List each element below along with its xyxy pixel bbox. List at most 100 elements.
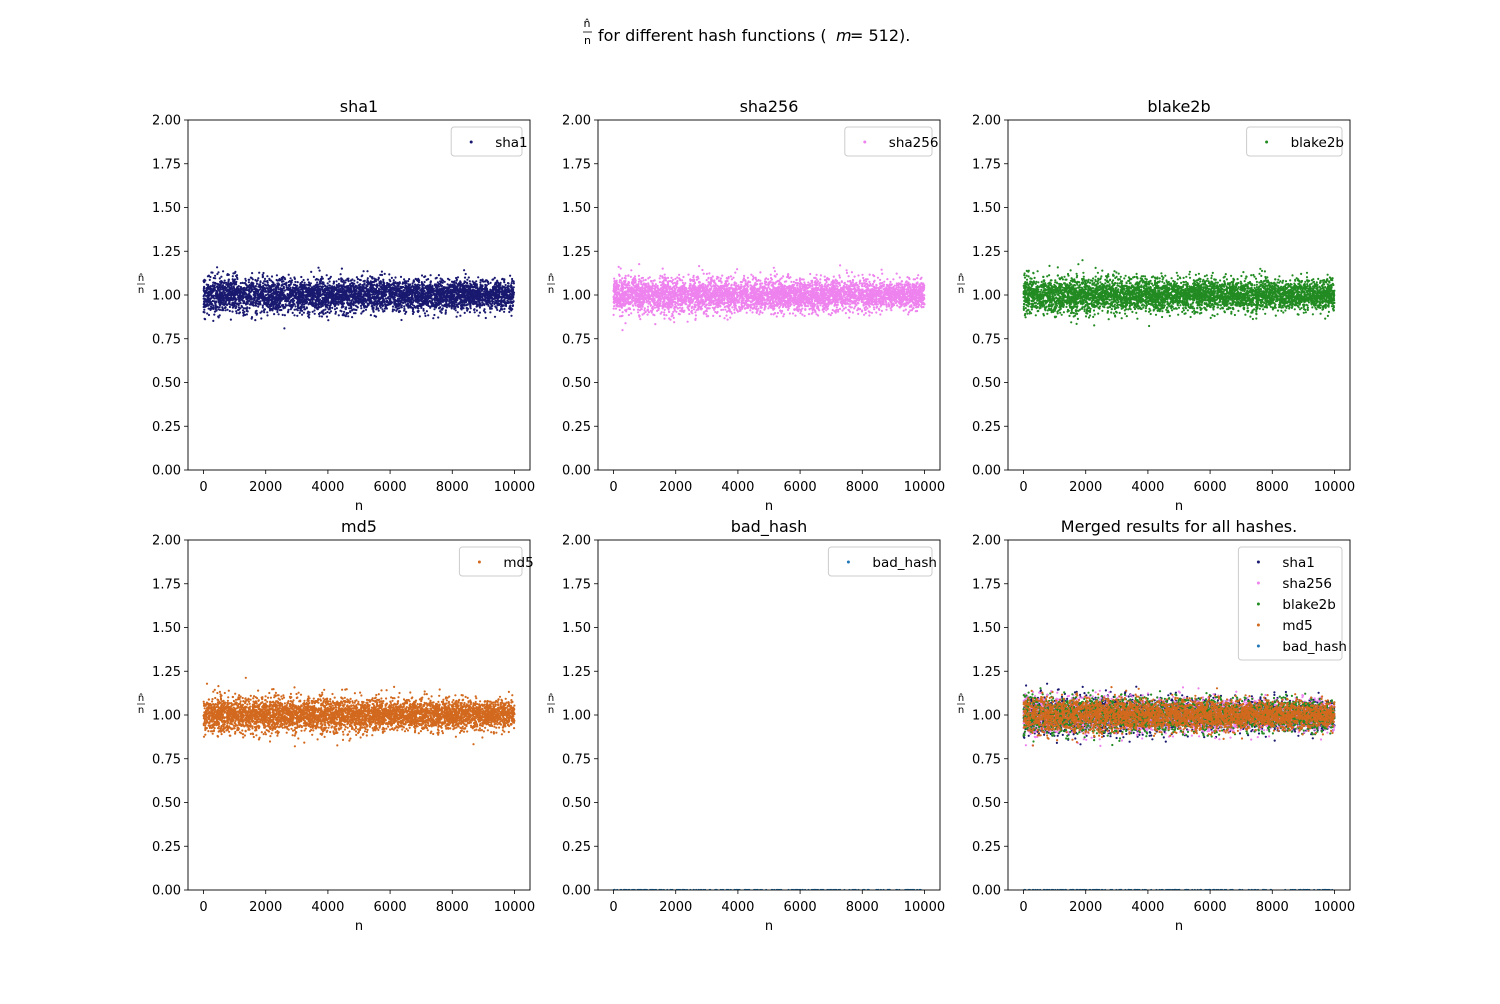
point [262, 286, 264, 288]
point [233, 287, 235, 289]
point [360, 307, 362, 309]
point [385, 297, 387, 299]
point [302, 290, 304, 292]
point [371, 302, 373, 304]
point [236, 293, 238, 295]
point [266, 311, 268, 313]
point [335, 280, 337, 282]
point [290, 293, 292, 295]
point [464, 301, 466, 303]
point [501, 291, 503, 293]
point [352, 286, 354, 288]
point [360, 301, 362, 303]
point [453, 290, 455, 292]
point [405, 311, 407, 313]
point [505, 297, 507, 299]
point [365, 306, 367, 308]
point [276, 282, 278, 284]
point [207, 296, 209, 298]
point [403, 305, 405, 307]
point [380, 307, 382, 309]
point [256, 283, 258, 285]
point [492, 298, 494, 300]
point [237, 303, 239, 305]
point [304, 301, 306, 303]
point [344, 281, 346, 283]
point [484, 287, 486, 289]
point [271, 275, 273, 277]
point [240, 302, 242, 304]
point [236, 312, 238, 314]
point [479, 306, 481, 308]
point [383, 283, 385, 285]
point [278, 313, 280, 315]
point [296, 285, 298, 287]
point [405, 293, 407, 295]
point [381, 271, 383, 273]
point [363, 270, 365, 272]
point [440, 290, 442, 292]
point [330, 303, 332, 305]
point [456, 290, 458, 292]
point [273, 308, 275, 310]
point [268, 301, 270, 303]
point [503, 281, 505, 283]
point [324, 285, 326, 287]
point [363, 307, 365, 309]
point [423, 291, 425, 293]
point [301, 301, 303, 303]
point [310, 302, 312, 304]
point [225, 306, 227, 308]
point [329, 280, 331, 282]
point [383, 310, 385, 312]
point [425, 300, 427, 302]
point [307, 279, 309, 281]
point [501, 278, 503, 280]
point [373, 311, 375, 313]
point [474, 311, 476, 313]
point [434, 302, 436, 304]
point [481, 304, 483, 306]
point [430, 301, 432, 303]
point [322, 309, 324, 311]
point [411, 294, 413, 296]
point [461, 292, 463, 294]
point [322, 292, 324, 294]
point [331, 307, 333, 309]
point [450, 300, 452, 302]
point [438, 299, 440, 301]
point [427, 278, 429, 280]
point [224, 309, 226, 311]
point [251, 282, 253, 284]
point [509, 275, 511, 277]
point [372, 286, 374, 288]
point [260, 292, 262, 294]
point [333, 295, 335, 297]
point [384, 273, 386, 275]
point [367, 290, 369, 292]
point [451, 304, 453, 306]
point [326, 294, 328, 296]
point [480, 284, 482, 286]
point [413, 305, 415, 307]
point [398, 283, 400, 285]
point [393, 284, 395, 286]
point [367, 304, 369, 306]
point [257, 286, 259, 288]
point [445, 309, 447, 311]
point [417, 307, 419, 309]
figure-suptitle: n̂ n for different hash functions ( m = … [583, 17, 910, 47]
point [428, 297, 430, 299]
point [379, 301, 381, 303]
point [307, 284, 309, 286]
point [319, 270, 321, 272]
point [315, 279, 317, 281]
point [250, 299, 252, 301]
point [422, 308, 424, 310]
point [417, 286, 419, 288]
point [232, 293, 234, 295]
point [477, 276, 479, 278]
point [248, 300, 250, 302]
point [389, 293, 391, 295]
